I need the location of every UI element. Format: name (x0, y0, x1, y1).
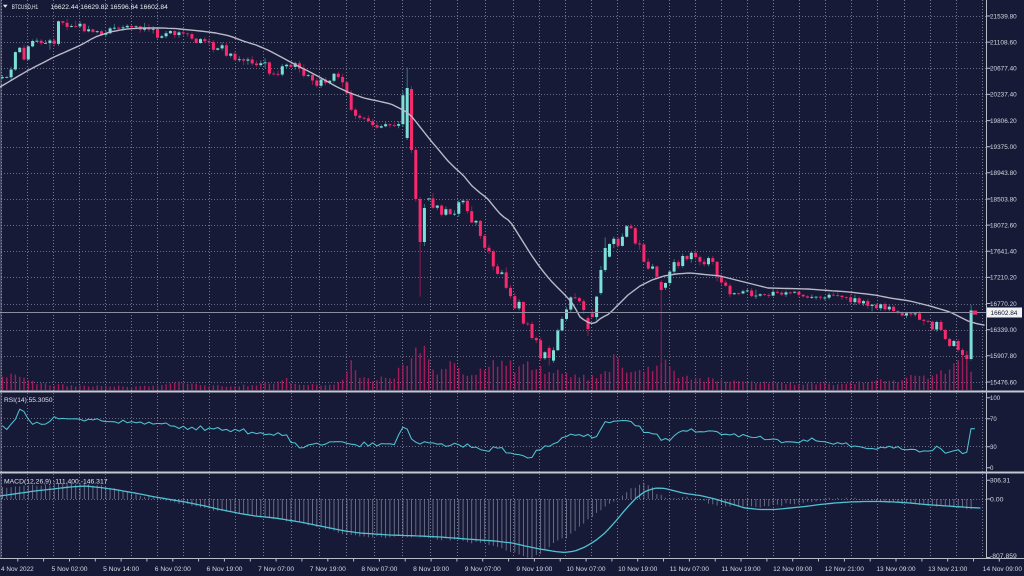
svg-text:15907.80: 15907.80 (990, 353, 1017, 360)
svg-text:0: 0 (990, 465, 994, 472)
svg-text:16622.44 16629.82 16596.64 166: 16622.44 16629.82 16596.64 16602.84 (50, 4, 168, 11)
svg-text:5 Nov 14:00: 5 Nov 14:00 (103, 566, 139, 573)
svg-text:11 Nov 19:00: 11 Nov 19:00 (721, 566, 761, 573)
svg-text:7 Nov 07:00: 7 Nov 07:00 (258, 566, 294, 573)
svg-text:MACD(12,26,9) -111.400 -146.31: MACD(12,26,9) -111.400 -146.317 (4, 479, 108, 486)
svg-text:8 Nov 19:00: 8 Nov 19:00 (413, 566, 449, 573)
svg-text:10 Nov 19:00: 10 Nov 19:00 (618, 566, 658, 573)
svg-text:19806.20: 19806.20 (990, 118, 1017, 125)
svg-text:7 Nov 19:00: 7 Nov 19:00 (310, 566, 346, 573)
svg-text:8 Nov 07:00: 8 Nov 07:00 (361, 566, 397, 573)
svg-text:13 Nov 21:00: 13 Nov 21:00 (928, 566, 968, 573)
svg-text:100: 100 (990, 395, 1000, 402)
svg-text:12 Nov 09:00: 12 Nov 09:00 (773, 566, 813, 573)
svg-text:BTCUSD,H1: BTCUSD,H1 (12, 4, 39, 11)
svg-text:20237.40: 20237.40 (990, 92, 1017, 99)
svg-text:17210.20: 17210.20 (990, 275, 1017, 282)
svg-text:9 Nov 19:00: 9 Nov 19:00 (516, 566, 552, 573)
svg-text:RSI(14) 55.3050: RSI(14) 55.3050 (4, 397, 53, 404)
svg-text:18072.60: 18072.60 (990, 222, 1017, 229)
svg-text:13 Nov 09:00: 13 Nov 09:00 (876, 566, 916, 573)
svg-text:9 Nov 07:00: 9 Nov 07:00 (465, 566, 501, 573)
svg-text:12 Nov 21:00: 12 Nov 21:00 (825, 566, 865, 573)
svg-text:17641.40: 17641.40 (990, 249, 1017, 256)
svg-text:6 Nov 02:00: 6 Nov 02:00 (155, 566, 191, 573)
svg-text:16602.84: 16602.84 (991, 310, 1018, 317)
svg-text:18503.80: 18503.80 (990, 196, 1017, 203)
svg-text:19375.00: 19375.00 (990, 144, 1017, 151)
svg-text:10 Nov 07:00: 10 Nov 07:00 (566, 566, 606, 573)
svg-text:11 Nov 07:00: 11 Nov 07:00 (670, 566, 710, 573)
svg-text:14 Nov 09:00: 14 Nov 09:00 (983, 566, 1023, 573)
svg-text:21539.80: 21539.80 (990, 13, 1017, 20)
svg-text:16339.00: 16339.00 (990, 327, 1017, 334)
svg-text:18943.80: 18943.80 (990, 170, 1017, 177)
svg-text:20677.40: 20677.40 (990, 66, 1017, 73)
svg-text:4 Nov 2022: 4 Nov 2022 (1, 566, 34, 573)
svg-text:306.31: 306.31 (990, 478, 1010, 485)
svg-text:0.00: 0.00 (990, 496, 1004, 503)
svg-text:21108.60: 21108.60 (990, 39, 1017, 46)
svg-text:15476.60: 15476.60 (990, 379, 1017, 386)
svg-text:6 Nov 19:00: 6 Nov 19:00 (207, 566, 243, 573)
svg-text:30: 30 (990, 444, 997, 451)
svg-text:70: 70 (990, 416, 997, 423)
svg-text:-807.859: -807.859 (990, 553, 1017, 560)
svg-text:5 Nov 02:00: 5 Nov 02:00 (52, 566, 88, 573)
svg-text:16770.20: 16770.20 (990, 301, 1017, 308)
